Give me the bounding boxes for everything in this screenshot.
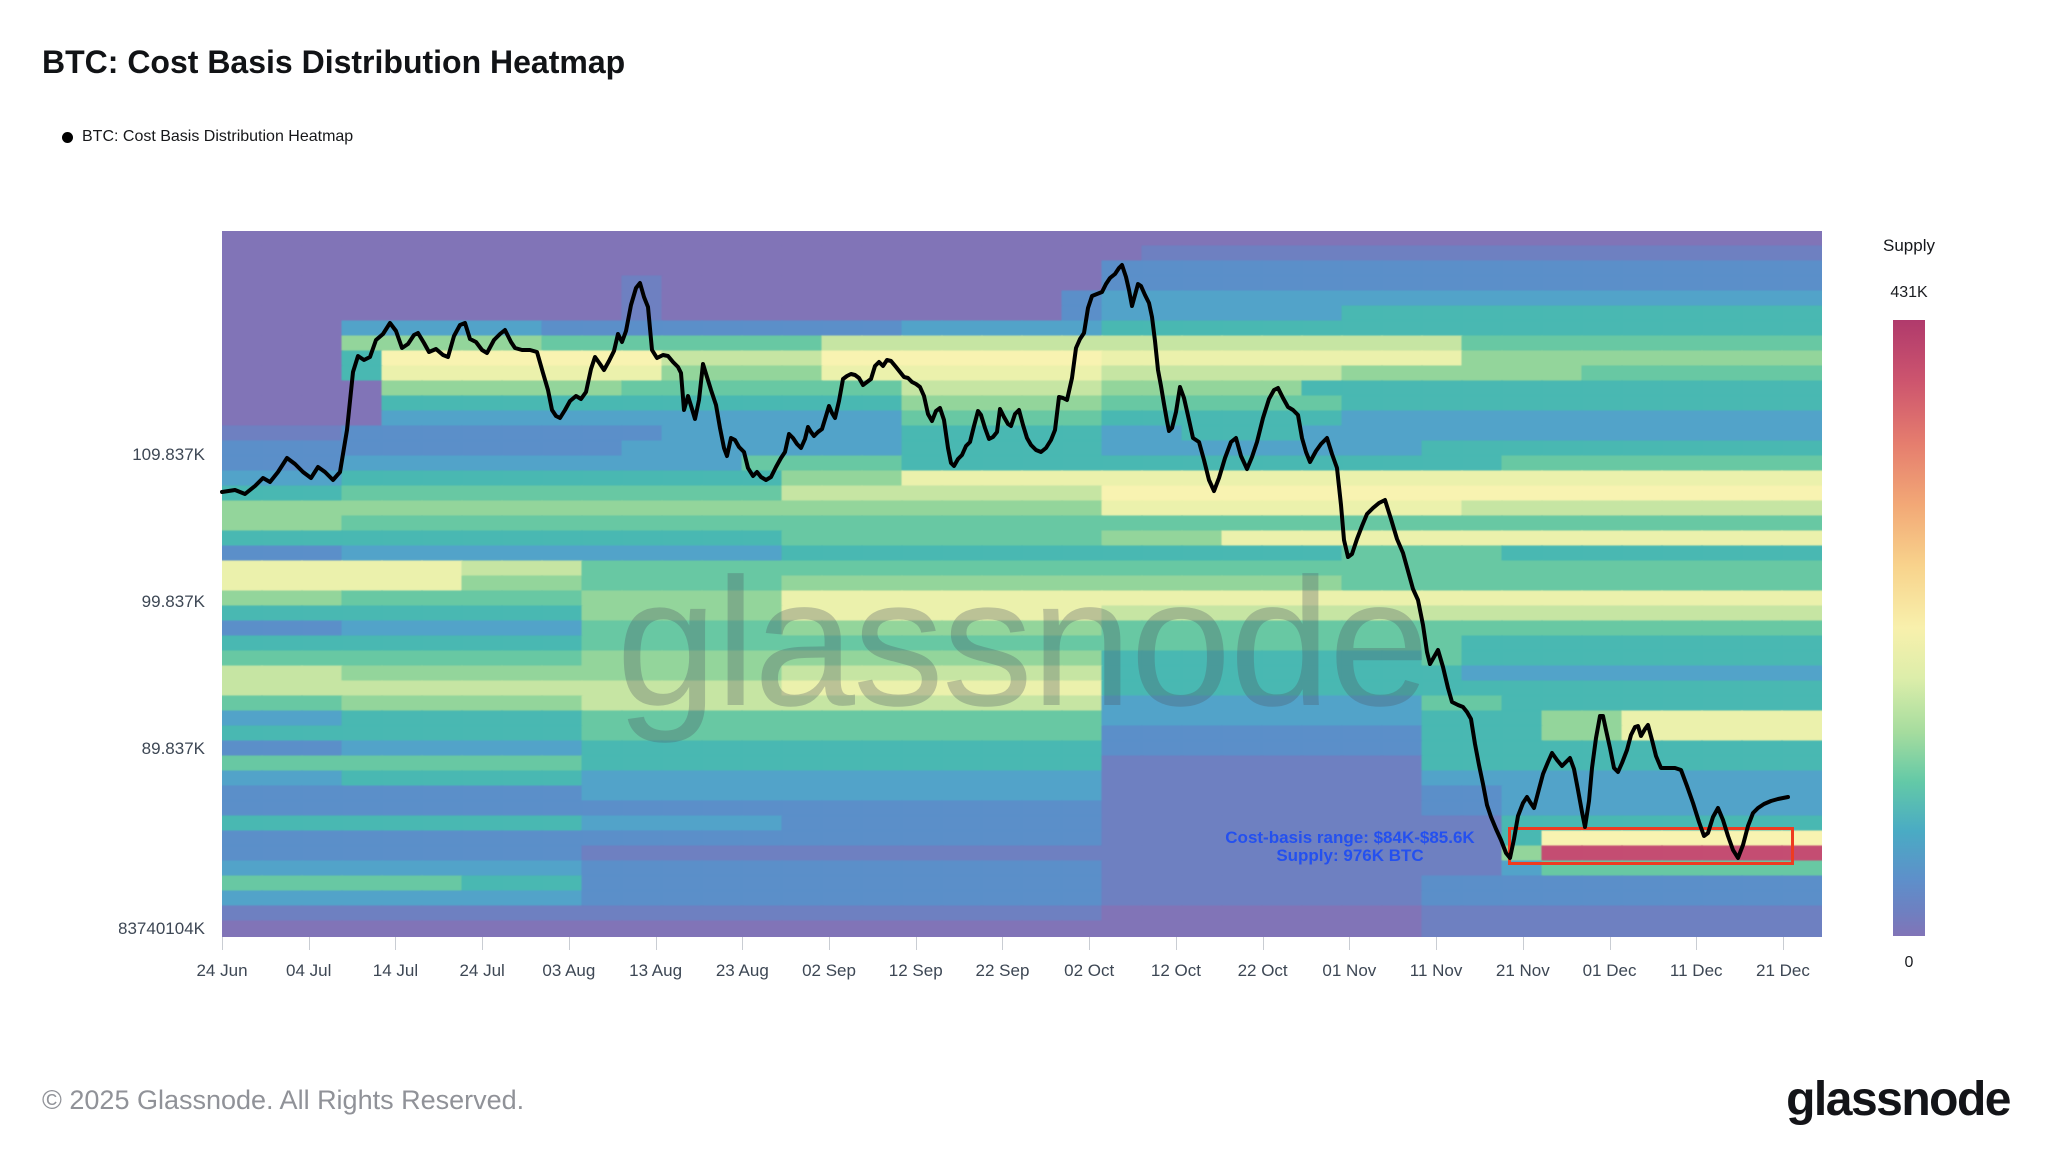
x-tick-mark	[1782, 937, 1784, 950]
x-axis-label: 22 Oct	[1237, 961, 1288, 980]
x-axis-label: 04 Jul	[286, 961, 332, 980]
x-axis-label: 01 Nov	[1322, 961, 1377, 980]
page-title: BTC: Cost Basis Distribution Heatmap	[42, 44, 626, 80]
copyright-text: © 2025 Glassnode. All Rights Reserved.	[42, 1085, 525, 1115]
x-tick-mark	[1436, 937, 1438, 950]
x-tick-mark	[1175, 937, 1177, 950]
x-tick-mark	[915, 937, 917, 950]
colorbar-title: Supply	[1883, 236, 1935, 255]
heatmap-plot-area: glassnode Cost-basis range: $84K-$85.6K …	[220, 231, 1822, 937]
x-axis-label: 11 Nov	[1409, 961, 1463, 980]
x-axis-label: 21 Dec	[1756, 961, 1810, 980]
y-axis-label: 83740104K	[119, 919, 205, 938]
btc-price-line	[220, 263, 1790, 860]
y-axis-label: 109.837K	[132, 445, 205, 464]
x-axis-label: 14 Jul	[372, 961, 419, 980]
annotation-line-2: Supply: 976K BTC	[1276, 846, 1424, 865]
x-tick-mark	[1522, 937, 1524, 950]
x-tick-mark	[829, 937, 831, 950]
x-axis-label: 22 Sep	[975, 961, 1030, 980]
x-tick-mark	[568, 937, 570, 950]
colorbar-min-label: 0	[1904, 954, 1914, 971]
cost-basis-highlight-box	[1508, 827, 1794, 865]
x-axis-label: 12 Oct	[1150, 961, 1201, 980]
x-axis-label: 01 Dec	[1582, 961, 1637, 980]
x-axis-label: 24 Jun	[196, 961, 248, 980]
cost-basis-annotation: Cost-basis range: $84K-$85.6K Supply: 97…	[1150, 829, 1550, 865]
x-axis-label: 11 Dec	[1669, 961, 1723, 980]
annotation-line-1: Cost-basis range: $84K-$85.6K	[1225, 828, 1475, 847]
y-axis-label: 99.837K	[141, 592, 205, 611]
x-axis-label: 21 Nov	[1495, 961, 1550, 980]
x-tick-mark	[308, 937, 310, 950]
glassnode-logo: glassnode	[1786, 1073, 2011, 1126]
x-axis-label: 03 Aug	[542, 961, 596, 980]
colorbar-max-label: 431K	[1890, 284, 1928, 301]
x-tick-mark	[395, 937, 397, 950]
y-axis-label: 89.837K	[141, 739, 205, 758]
x-tick-mark	[1262, 937, 1264, 950]
x-axis-label: 12 Sep	[888, 961, 943, 980]
legend-item-btc-cbd[interactable]: BTC: Cost Basis Distribution Heatmap	[62, 128, 353, 146]
x-tick-mark	[742, 937, 744, 950]
x-tick-mark	[1002, 937, 1004, 950]
x-tick-mark	[1609, 937, 1611, 950]
x-axis-label: 02 Sep	[802, 961, 856, 980]
x-tick-mark	[222, 937, 223, 950]
x-tick-mark	[482, 937, 484, 950]
x-tick-mark	[1349, 937, 1351, 950]
x-axis-label: 02 Oct	[1064, 961, 1115, 980]
colorbar-gradient	[1893, 320, 1925, 936]
x-tick-mark	[655, 937, 657, 950]
legend-marker-icon	[62, 131, 73, 143]
x-tick-mark	[1696, 937, 1698, 950]
legend-label: BTC: Cost Basis Distribution Heatmap	[82, 128, 354, 145]
x-axis-label: 24 Jul	[459, 961, 505, 980]
x-tick-mark	[1089, 937, 1091, 950]
x-axis-label: 13 Aug	[629, 961, 683, 980]
x-axis-label: 23 Aug	[715, 961, 769, 980]
